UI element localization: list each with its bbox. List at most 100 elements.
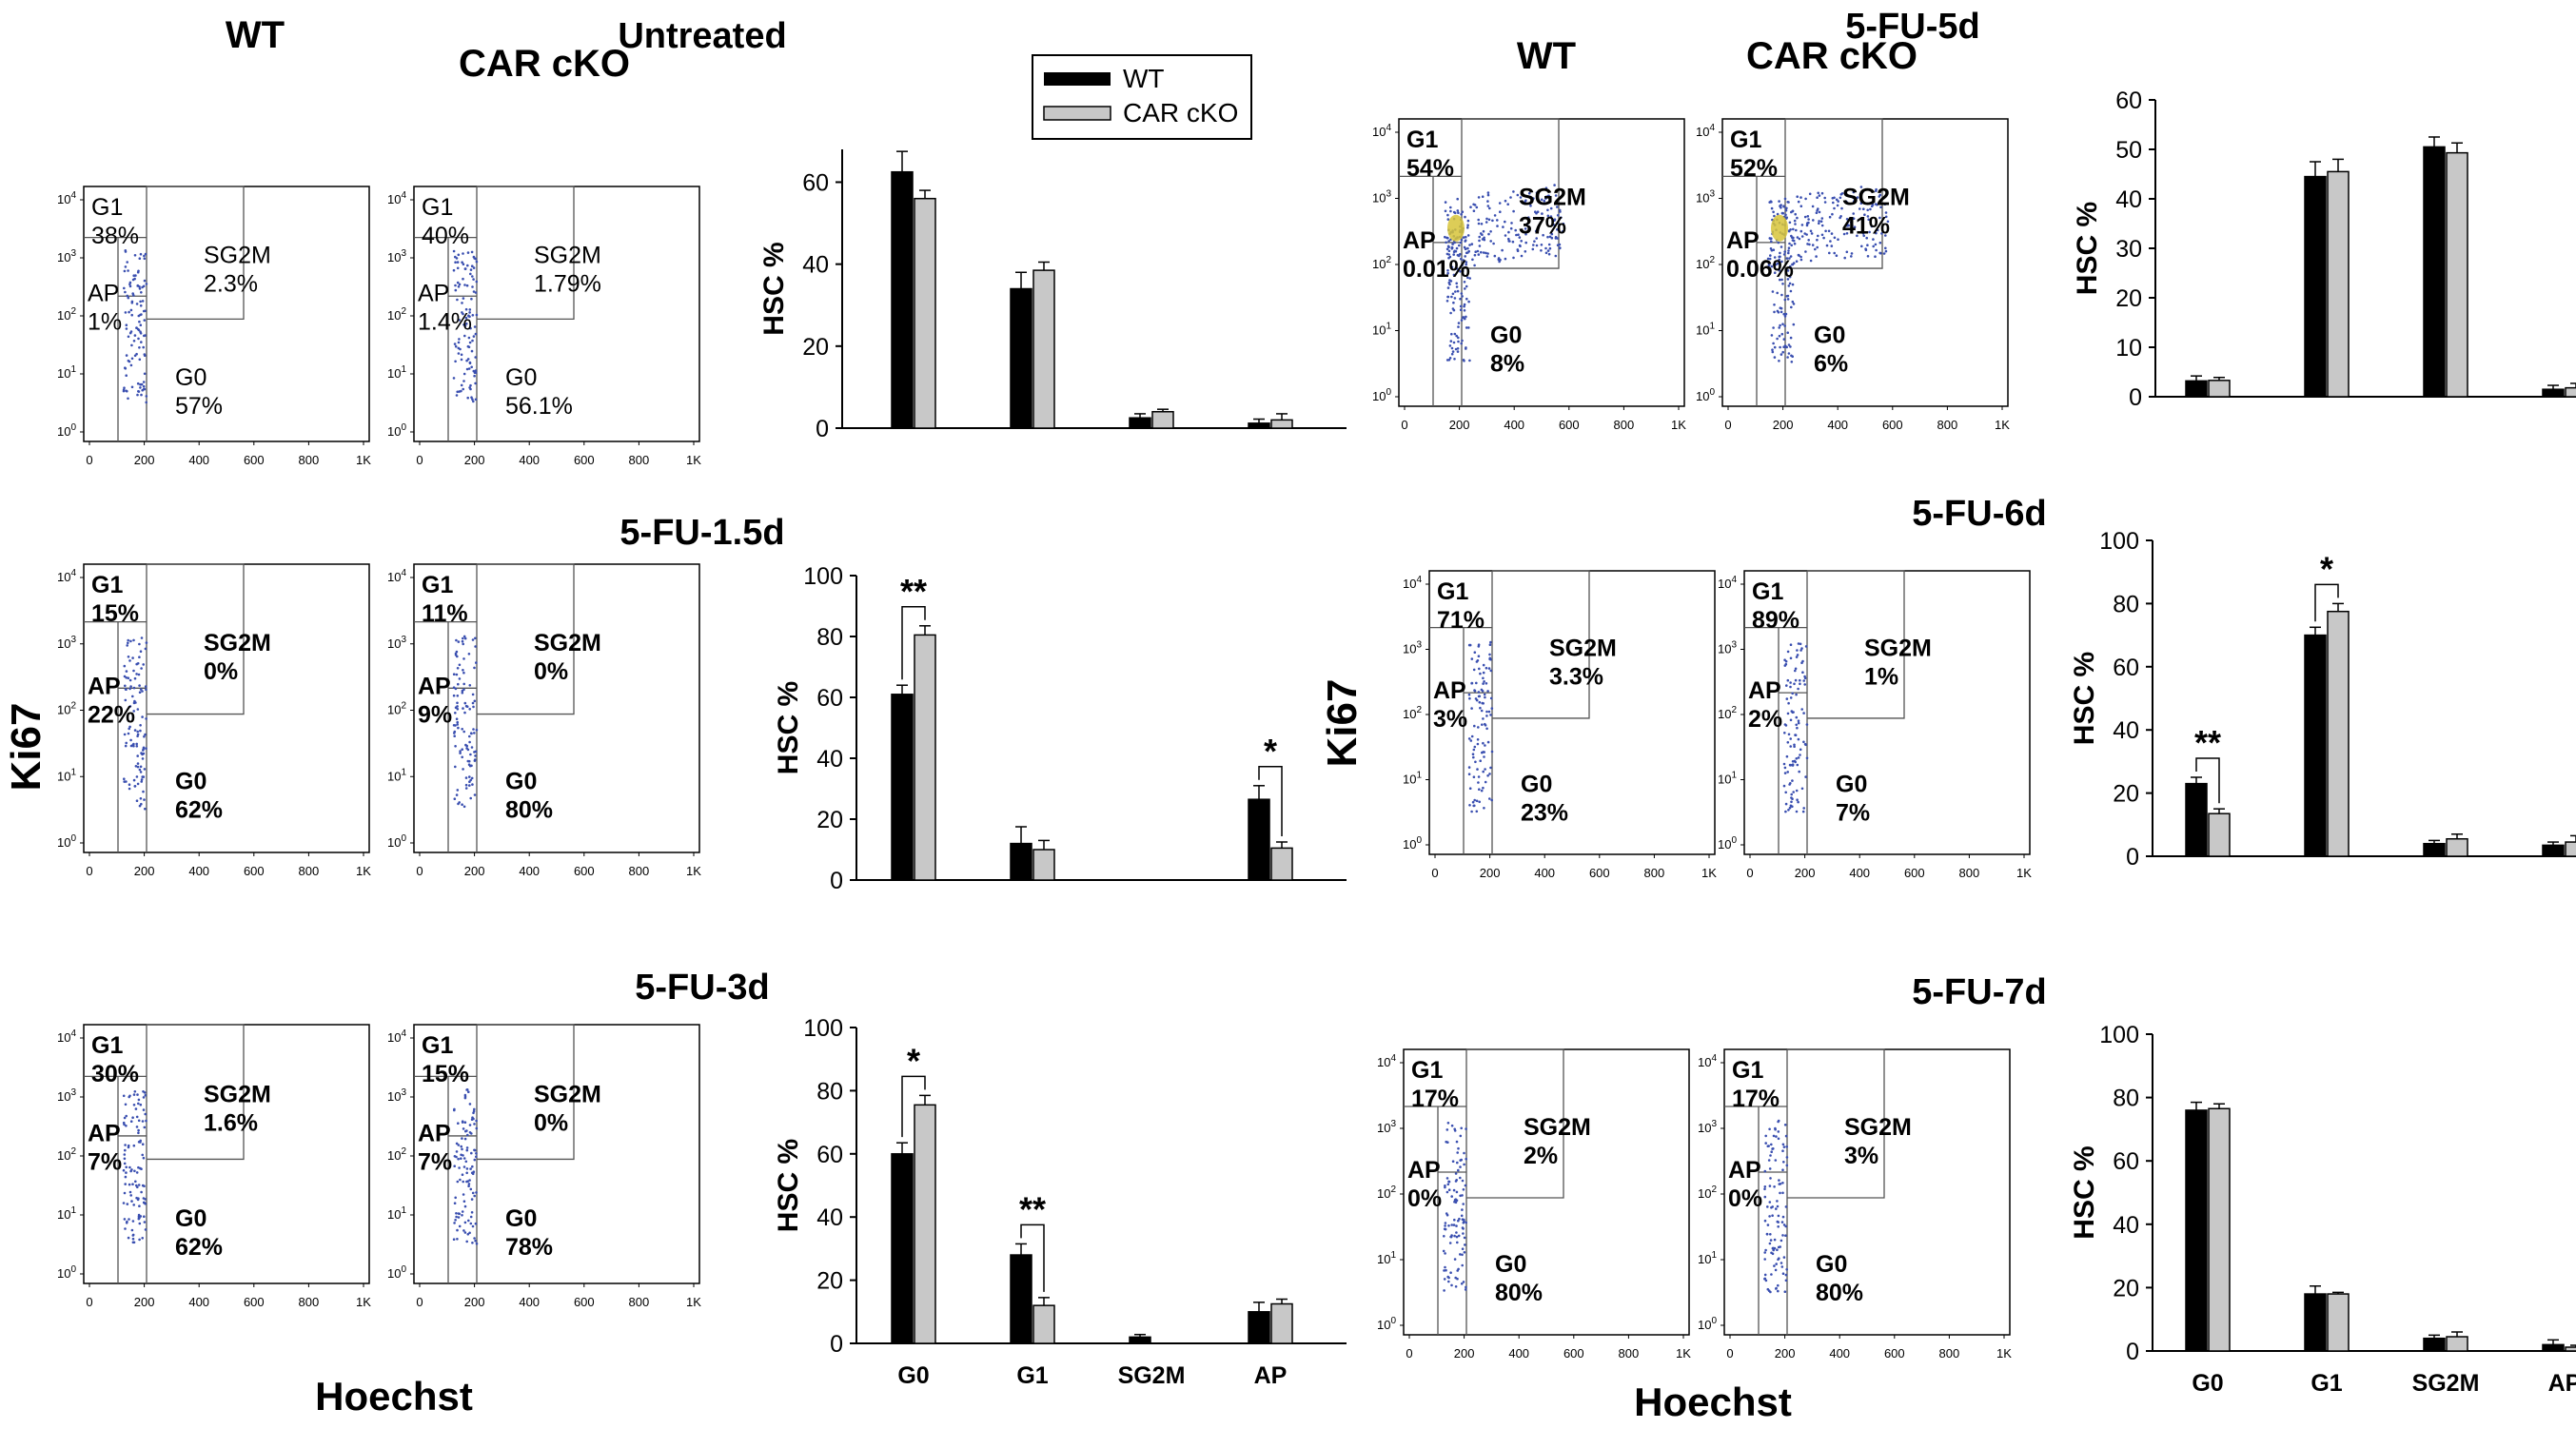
flow-event-dot [1556, 228, 1559, 231]
flow-event-dot [456, 667, 460, 670]
flow-xtick-label: 600 [244, 453, 265, 467]
flow-event-dot [456, 695, 460, 697]
flow-event-dot [1447, 1188, 1451, 1191]
gate-value-ap: 0.01% [1403, 256, 1470, 283]
flow-event-dot [1452, 210, 1456, 214]
flow-event-dot [1478, 788, 1481, 791]
flow-event-dot [125, 741, 128, 745]
flow-event-dot [1511, 240, 1515, 244]
flow-event-dot [1459, 1253, 1462, 1256]
flow-event-dot [474, 750, 478, 754]
gate-value-sg2m: 3% [1844, 1143, 1878, 1169]
flow-event-dot [1445, 300, 1449, 303]
flow-event-dot [1863, 213, 1866, 216]
flow-xtick-label: 400 [1534, 866, 1555, 880]
flow-event-dot [1483, 751, 1485, 754]
flow-event-dot [1800, 235, 1804, 238]
flow-event-dot [1763, 1277, 1766, 1281]
flow-event-dot [123, 386, 126, 390]
flow-event-dot [1789, 804, 1793, 808]
flow-xtick-label: 1K [686, 864, 701, 878]
flow-event-dot [456, 723, 460, 726]
flow-event-dot [462, 1193, 465, 1196]
flow-event-dot [1803, 676, 1807, 680]
flow-event-dot [1770, 206, 1774, 210]
flow-event-dot [1868, 230, 1871, 234]
flow-event-dot [141, 300, 145, 303]
flow-event-dot [143, 372, 147, 376]
flow-event-dot [1778, 360, 1780, 362]
flow-event-dot [136, 782, 140, 786]
flow-ytick-label: 104 [387, 568, 406, 584]
flow-event-dot [1445, 1190, 1449, 1194]
gate-sg2m-box [477, 563, 575, 715]
flow-event-dot [462, 1200, 466, 1203]
flow-event-dot [452, 1238, 456, 1241]
flow-event-dot [1796, 763, 1799, 767]
flow-xtick-label: 200 [464, 1295, 485, 1309]
bar-wt [2423, 1337, 2446, 1352]
flow-event-dot [143, 279, 147, 283]
flow-event-dot [129, 1169, 132, 1173]
flow-ytick-label: 101 [387, 767, 406, 783]
flow-event-dot [1462, 1281, 1465, 1283]
flow-xtick-label: 400 [1849, 866, 1870, 880]
y-tick-label: 40 [802, 252, 829, 279]
flow-event-dot [1560, 216, 1563, 219]
flow-event-dot [461, 639, 464, 643]
flow-event-dot [466, 344, 470, 348]
flow-event-dot [1884, 211, 1888, 214]
flow-event-dot [468, 775, 471, 778]
bar-cko [2565, 386, 2576, 398]
gate-sg2m-box [1785, 118, 1883, 269]
flow-xtick-label: 0 [416, 1295, 423, 1309]
flow-event-dot [1797, 642, 1800, 645]
flow-event-dot [1455, 1224, 1458, 1227]
bar-cko [914, 197, 936, 429]
flow-density-core [1771, 214, 1788, 242]
flow-event-dot [473, 758, 477, 761]
flow-event-dot [123, 1116, 127, 1120]
gate-sg2m-box [477, 186, 575, 321]
flow-event-dot [458, 283, 462, 286]
flow-event-dot [1814, 247, 1817, 251]
flow-event-dot [1785, 1156, 1789, 1159]
flow-event-dot [461, 728, 464, 731]
legend: WT CAR cKO [1032, 54, 1252, 140]
flow-event-dot [1547, 243, 1551, 246]
flow-event-dot [470, 1211, 474, 1214]
flow-event-dot [1461, 264, 1464, 267]
flow-event-dot [454, 687, 458, 691]
flow-event-dot [1465, 326, 1468, 329]
flow-event-dot [1883, 203, 1887, 206]
flow-event-dot [1840, 206, 1843, 210]
flow-event-dot [135, 673, 138, 675]
flow-ytick-label: 103 [57, 1087, 76, 1104]
flow-event-dot [125, 1171, 128, 1174]
flow-event-dot [138, 287, 142, 290]
flow-event-dot [1446, 218, 1450, 221]
flow-event-dot [465, 284, 469, 287]
flow-event-dot [1482, 770, 1485, 773]
gate-value-g0: 23% [1521, 799, 1568, 826]
flow-event-dot [1459, 1134, 1463, 1138]
flow-event-dot [1773, 345, 1777, 349]
flow-event-dot [142, 1156, 146, 1160]
flow-event-dot [123, 269, 127, 273]
flow-event-dot [1540, 243, 1544, 246]
flow-event-dot [126, 294, 128, 298]
flow-event-dot [126, 1203, 129, 1205]
flow-event-dot [474, 332, 478, 336]
flow-event-dot [453, 734, 457, 737]
gate-label-sg2m: SG2M [1549, 635, 1617, 661]
flow-event-dot [1499, 210, 1502, 213]
flow-event-dot [1787, 249, 1790, 252]
flow-event-dot [1783, 315, 1787, 318]
flow-event-dot [1456, 289, 1460, 293]
flow-ytick-label: 101 [1718, 771, 1737, 787]
y-tick-label: 80 [2113, 591, 2139, 617]
flow-event-dot [1470, 681, 1474, 685]
flow-ytick-label: 103 [1718, 640, 1737, 656]
flow-event-dot [1784, 312, 1788, 316]
